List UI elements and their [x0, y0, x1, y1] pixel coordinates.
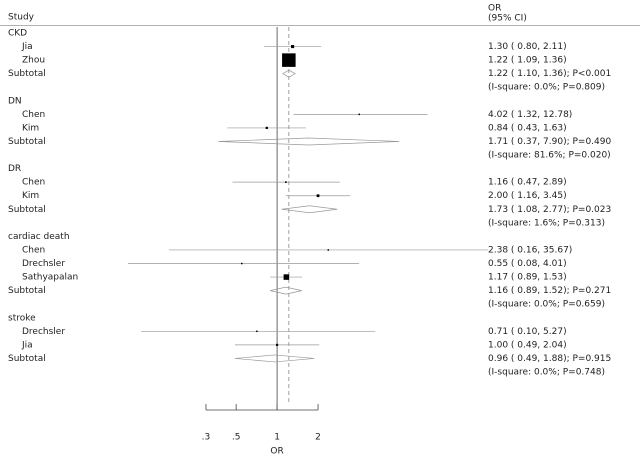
study-marker	[283, 274, 290, 280]
effect-label: 1.16 ( 0.89, 1.52); P=0.271	[488, 286, 611, 296]
group-label: CKD	[8, 29, 27, 39]
study-label: Sathyapalan	[22, 273, 78, 283]
effect-label: 1.22 ( 1.10, 1.36); P<0.001	[488, 69, 611, 79]
subtotal-label: Subtotal	[8, 205, 46, 215]
subtotal-label: Subtotal	[8, 137, 46, 147]
heterogeneity-label: (I-square: 1.6%; P=0.313)	[488, 218, 605, 228]
effect-label: 1.17 ( 0.89, 1.53)	[488, 273, 567, 283]
heterogeneity-label: (I-square: 81.6%; P=0.020)	[488, 151, 611, 161]
x-tick-label: 2	[315, 433, 321, 443]
effect-label: 2.00 ( 1.16, 3.45)	[488, 191, 567, 201]
effect-label: 1.71 ( 0.37, 7.90); P=0.490	[488, 137, 611, 147]
group-label: cardiac death	[8, 232, 70, 242]
study-label: Zhou	[22, 56, 45, 66]
heterogeneity-label: (I-square: 0.0%; P=0.659)	[488, 300, 605, 310]
effect-label: 2.38 ( 0.16, 35.67)	[488, 245, 572, 255]
effect-label: 0.96 ( 0.49, 1.88); P=0.915	[488, 354, 611, 364]
ci-header: (95% CI)	[488, 14, 527, 24]
study-marker	[256, 330, 258, 333]
effect-label: 1.73 ( 1.08, 2.77); P=0.023	[488, 205, 611, 215]
effect-label: 1.16 ( 0.47, 2.89)	[488, 178, 567, 188]
study-label: Chen	[22, 178, 45, 188]
heterogeneity-label: (I-square: 0.0%; P=0.748)	[488, 368, 605, 378]
effect-label: 0.55 ( 0.08, 4.01)	[488, 259, 567, 269]
study-marker	[316, 194, 320, 198]
study-header: Study	[8, 13, 35, 23]
subtotal-diamond	[234, 354, 315, 363]
study-label: Chen	[22, 245, 45, 255]
study-marker	[276, 343, 279, 346]
heterogeneity-label: (I-square: 0.0%; P=0.809)	[488, 83, 605, 93]
subtotal-diamond	[270, 286, 302, 295]
study-label: Drechsler	[22, 327, 65, 337]
study-marker	[265, 126, 268, 130]
subtotal-label: Subtotal	[8, 354, 46, 364]
study-label: Drechsler	[22, 259, 65, 269]
x-tick-label: .3	[202, 433, 211, 443]
study-marker	[285, 181, 287, 183]
effect-label: 1.30 ( 0.80, 2.11)	[488, 42, 567, 52]
effect-label: 0.84 ( 0.43, 1.63)	[488, 123, 567, 133]
study-label: Jia	[21, 340, 33, 350]
x-axis-title: OR	[270, 447, 283, 456]
effect-header: OR	[488, 4, 501, 14]
study-marker	[282, 53, 296, 67]
x-tick-label: .5	[232, 433, 241, 443]
subtotal-label: Subtotal	[8, 286, 46, 296]
subtotal-diamond	[218, 137, 400, 146]
study-label: Jia	[21, 42, 33, 52]
effect-label: 1.22 ( 1.09, 1.36)	[488, 56, 567, 66]
study-marker	[291, 45, 295, 49]
subtotal-diamond	[282, 69, 296, 78]
group-label: DR	[8, 164, 21, 174]
effect-label: 0.71 ( 0.10, 5.27)	[488, 327, 567, 337]
effect-label: 1.00 ( 0.49, 2.04)	[488, 340, 567, 350]
study-marker	[327, 249, 330, 251]
study-label: Kim	[22, 123, 39, 133]
group-label: DN	[8, 96, 22, 106]
effect-label: 4.02 ( 1.32, 12.78)	[488, 110, 572, 120]
study-label: Kim	[22, 191, 39, 201]
group-label: stroke	[8, 313, 36, 323]
x-tick-label: 1	[274, 433, 280, 443]
study-marker	[358, 113, 361, 116]
study-marker	[241, 262, 243, 265]
study-label: Chen	[22, 110, 45, 120]
subtotal-diamond	[281, 205, 338, 214]
subtotal-label: Subtotal	[8, 69, 46, 79]
